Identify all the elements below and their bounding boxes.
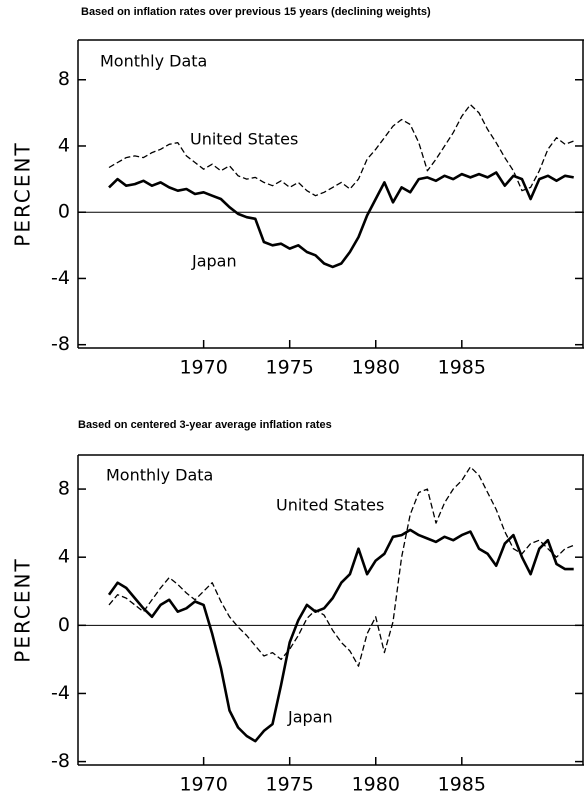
y-tick-label: 0	[58, 614, 70, 636]
x-tick-label: 1970	[179, 774, 227, 796]
series-line	[107, 528, 574, 743]
annotation: Monthly Data	[100, 52, 207, 71]
y-tick-label: -8	[51, 333, 70, 355]
series-label: Japan	[191, 252, 237, 271]
y-axis-label: PERCENT	[11, 141, 35, 246]
x-tick-label: 1970	[179, 357, 227, 379]
y-tick-label: -8	[51, 750, 70, 772]
y-tick-label: 4	[58, 134, 70, 156]
y-tick-label: 8	[58, 68, 70, 90]
chart-title: Based on inflation rates over previous 1…	[81, 6, 431, 18]
x-tick-label: 1980	[352, 774, 400, 796]
x-tick-label: 1975	[266, 774, 314, 796]
y-axis-label: PERCENT	[11, 557, 35, 662]
series-label: Japan	[287, 708, 333, 727]
series-line	[108, 466, 574, 667]
series-label: United States	[276, 496, 384, 515]
y-tick-label: 0	[58, 201, 70, 223]
chart-title: Based on centered 3-year average inflati…	[78, 419, 332, 431]
x-tick-label: 1985	[438, 357, 486, 379]
annotation: Monthly Data	[106, 466, 213, 485]
series-line	[108, 103, 574, 197]
x-tick-label: 1980	[352, 357, 400, 379]
x-tick-label: 1975	[266, 357, 314, 379]
series-line	[108, 171, 574, 269]
x-tick-label: 1985	[438, 774, 486, 796]
y-tick-label: 8	[58, 478, 70, 500]
y-tick-label: 4	[58, 546, 70, 568]
y-tick-label: -4	[51, 267, 70, 289]
series-label: United States	[190, 130, 298, 149]
y-tick-label: -4	[51, 682, 70, 704]
